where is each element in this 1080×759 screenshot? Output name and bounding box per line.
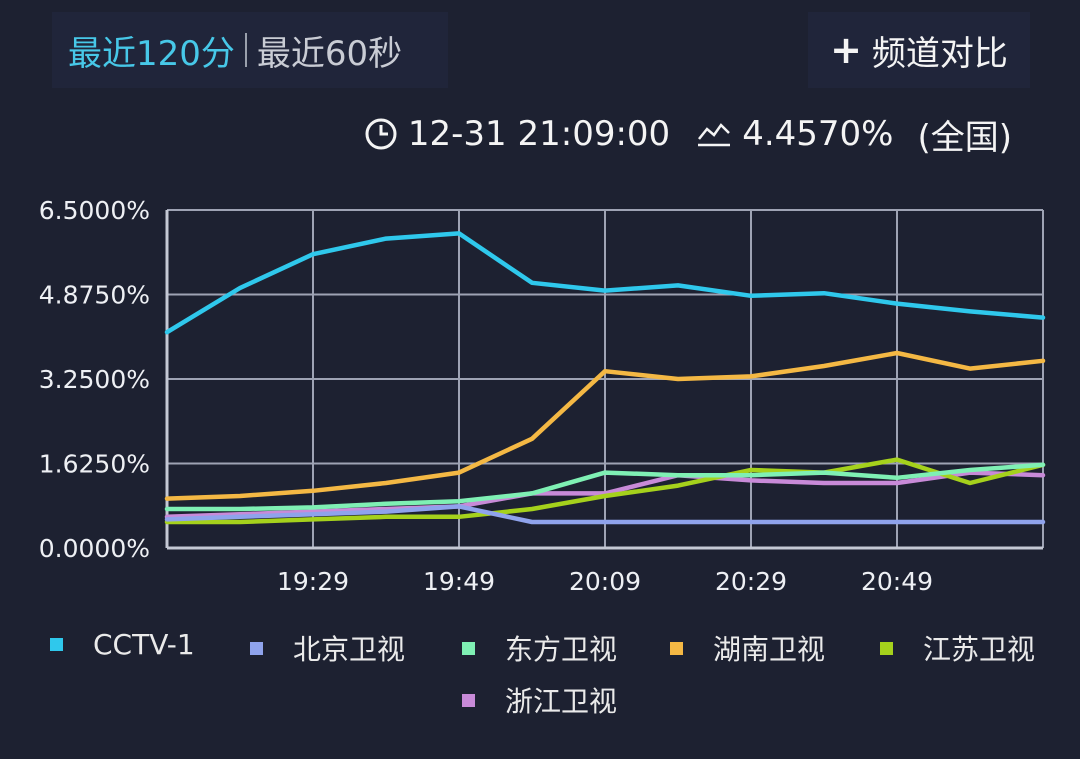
chart-legend: CCTV-1 北京卫视 东方卫视 湖南卫视 江苏卫视浙江卫视 <box>0 628 1080 732</box>
channel-compare-label: 频道对比 <box>871 33 1008 74</box>
legend-label: 浙江卫视 <box>505 685 618 718</box>
y-tick-label: 1.6250% <box>39 450 150 479</box>
legend-swatch <box>50 638 63 651</box>
legend-label: 湖南卫视 <box>713 633 826 666</box>
series-line-江苏卫视 <box>164 457 1046 525</box>
rating-line-chart: 0.0000% 1.6250% 3.2500% 4.8750% 6.5000% 19:29… <box>39 196 1046 596</box>
plus-icon: + <box>830 28 862 72</box>
legend-item[interactable]: 湖南卫视 <box>670 628 825 668</box>
rating-info-bar: 12-31 21:09:00 4.4570% (全国) <box>364 108 1012 160</box>
x-tick-label: 20:09 <box>569 567 641 596</box>
legend-label: 北京卫视 <box>293 633 406 666</box>
series-line-浙江卫视 <box>164 470 1046 520</box>
legend-swatch <box>670 641 683 655</box>
legend-label: 江苏卫视 <box>923 633 1036 666</box>
clock-icon <box>365 118 397 150</box>
x-tick-label: 20:49 <box>861 567 933 596</box>
current-rating: 4.4570% <box>742 114 894 154</box>
legend-swatch <box>462 693 475 707</box>
series-line-北京卫视 <box>164 504 1046 525</box>
legend-swatch <box>462 641 475 655</box>
legend-item[interactable]: 浙江卫视 <box>462 680 617 720</box>
x-tick-label: 20:29 <box>715 567 787 596</box>
legend-swatch <box>250 641 263 655</box>
timestamp: 12-31 21:09:00 <box>407 114 671 154</box>
legend-label: 东方卫视 <box>505 633 618 666</box>
legend-row: CCTV-1 北京卫视 东方卫视 湖南卫视 江苏卫视 <box>0 628 1080 680</box>
tab-60-seconds[interactable]: 最近60秒 <box>256 33 403 74</box>
legend-row: 浙江卫视 <box>0 680 1080 732</box>
y-tick-label: 3.2500% <box>39 365 150 394</box>
legend-item[interactable]: CCTV-1 <box>50 628 195 661</box>
legend-swatch <box>880 641 893 655</box>
x-tick-label: 19:49 <box>423 567 495 596</box>
y-tick-label: 6.5000% <box>39 196 150 225</box>
tab-divider <box>244 33 247 67</box>
legend-item[interactable]: 北京卫视 <box>250 628 405 668</box>
trend-icon <box>698 123 731 147</box>
legend-label: CCTV-1 <box>93 628 195 661</box>
series-line-东方卫视 <box>164 462 1046 512</box>
legend-item[interactable]: 江苏卫视 <box>880 628 1035 668</box>
series-line-湖南卫视 <box>164 350 1046 501</box>
y-tick-label: 4.8750% <box>39 281 150 310</box>
time-range-tabs: 最近120分 最近60秒 <box>52 12 448 88</box>
legend-item[interactable]: 东方卫视 <box>462 628 617 668</box>
series-line-CCTV-1 <box>164 231 1046 335</box>
y-tick-label: 0.0000% <box>39 534 150 563</box>
region-label: (全国) <box>917 117 1012 158</box>
x-tick-label: 19:29 <box>277 567 349 596</box>
channel-compare-button[interactable]: + 频道对比 <box>808 12 1030 88</box>
tab-120-minutes[interactable]: 最近120分 <box>68 33 235 74</box>
